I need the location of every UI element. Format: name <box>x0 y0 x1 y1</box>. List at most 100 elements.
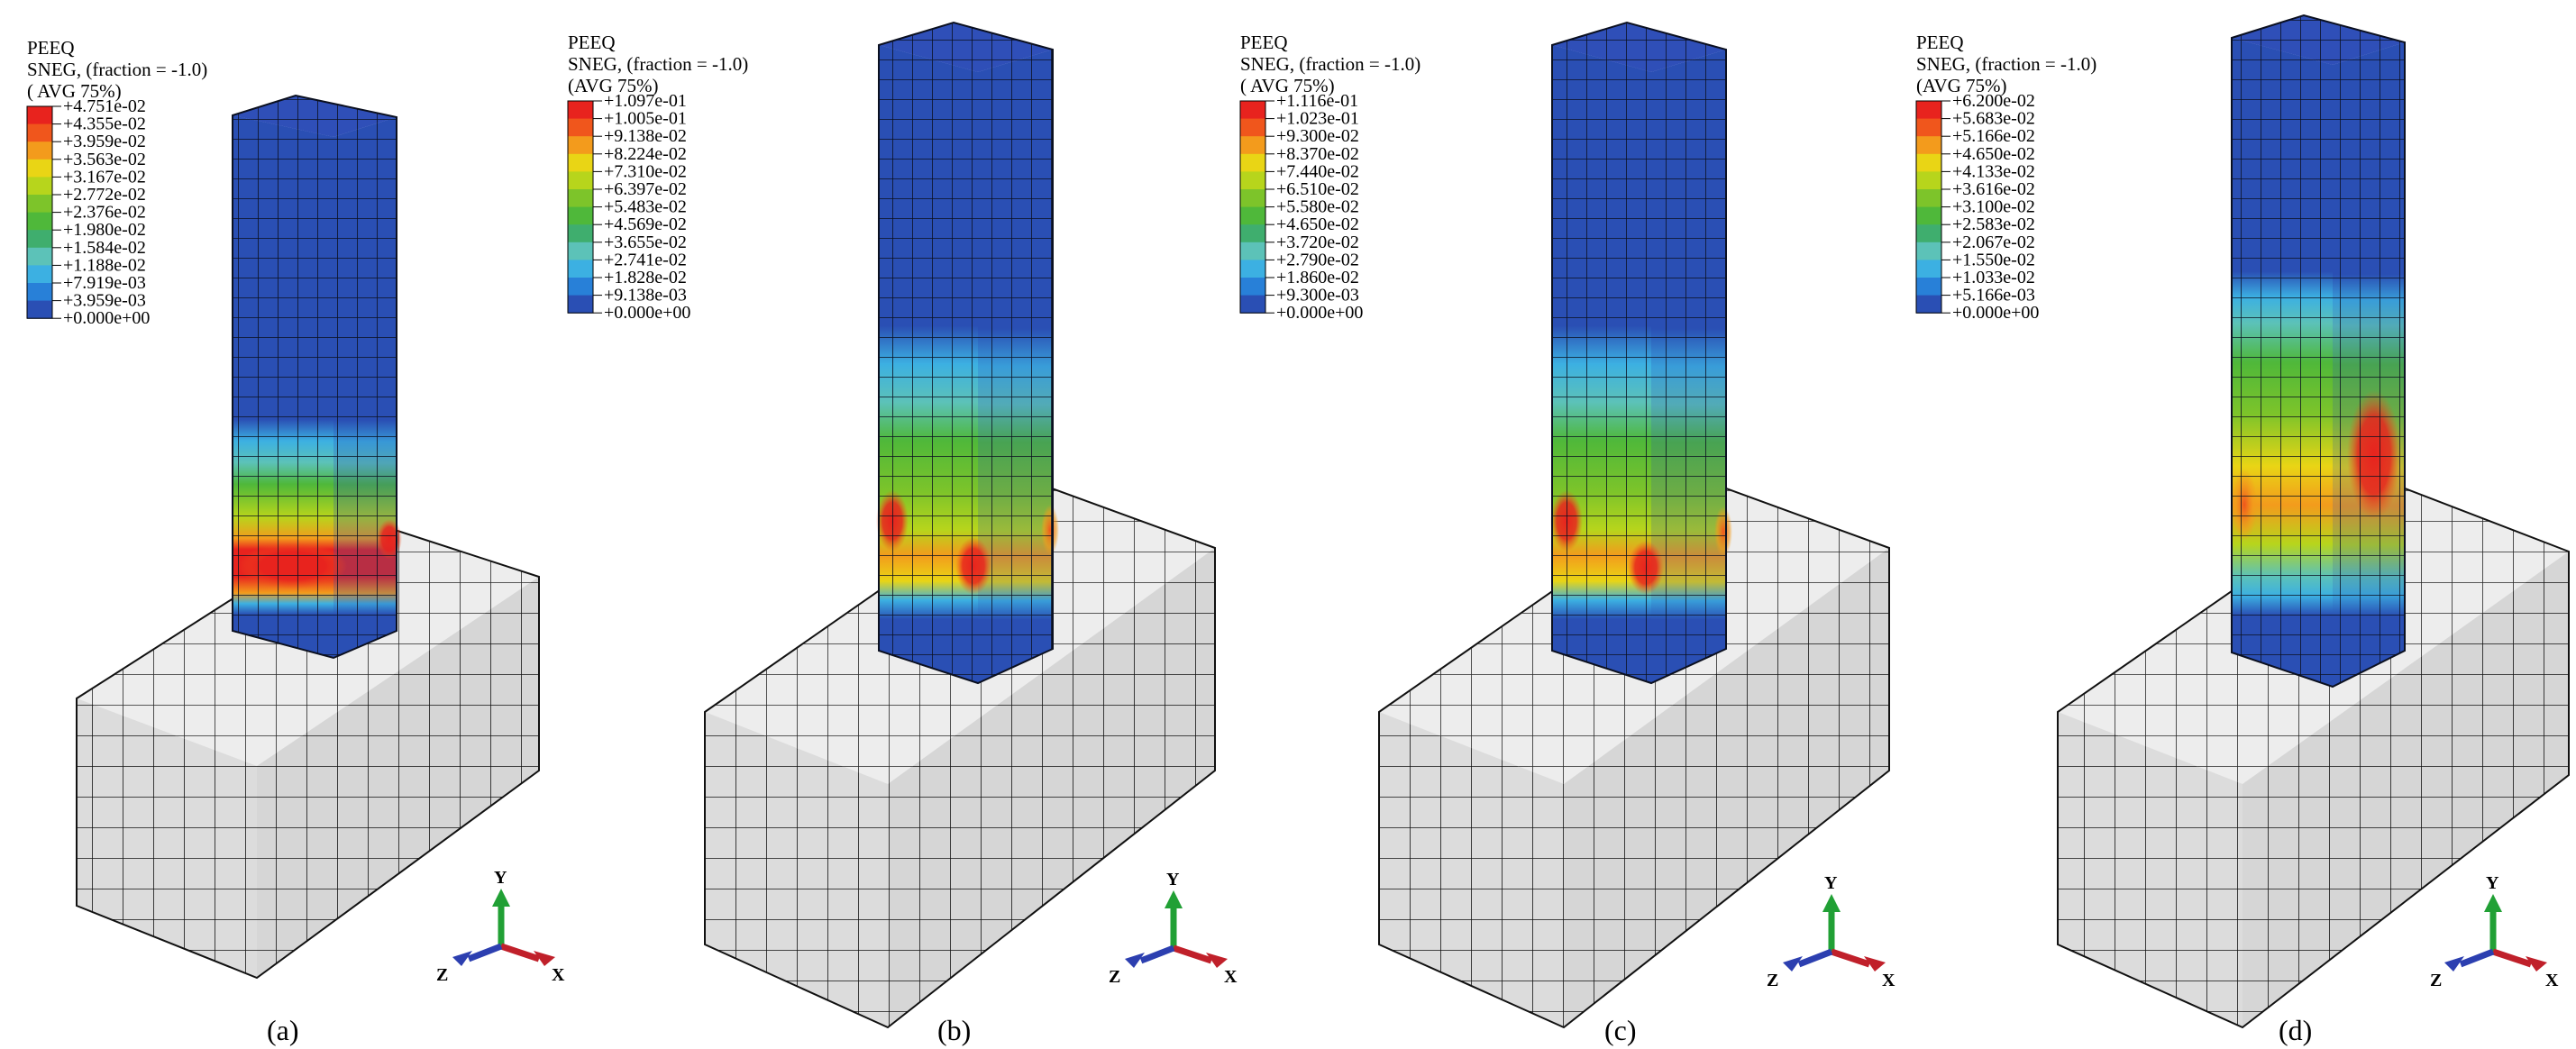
legend-variable: PEEQ <box>27 37 75 59</box>
column <box>2231 14 2406 689</box>
legend-section: SNEG, (fraction = -1.0) <box>1916 53 2096 75</box>
legend-section: SNEG, (fraction = -1.0) <box>568 53 748 75</box>
legend-section: SNEG, (fraction = -1.0) <box>1240 53 1420 75</box>
legend-value: +9.300e-02 <box>1276 126 1359 146</box>
legend-value: +3.959e-02 <box>63 132 146 151</box>
legend-swatch <box>27 230 52 249</box>
legend-swatch <box>1916 189 1941 208</box>
column <box>876 21 1059 685</box>
legend-swatch <box>1916 242 1941 260</box>
legend-values: +6.200e-02+5.683e-02+5.166e-02+4.650e-02… <box>1941 91 2039 323</box>
legend-value: +1.860e-02 <box>1276 268 1359 287</box>
legend-value: +9.300e-03 <box>1276 286 1359 306</box>
legend-value: +4.355e-02 <box>63 114 146 134</box>
axis-triad: Y Z X <box>436 868 565 985</box>
legend-swatch <box>1240 260 1265 278</box>
legend-values: +4.751e-02+4.355e-02+3.959e-02+3.563e-02… <box>52 96 150 328</box>
legend-value: +2.583e-02 <box>1952 214 2035 234</box>
legend-swatch <box>27 141 52 160</box>
legend-value: +7.310e-02 <box>604 161 687 181</box>
legend-swatch <box>568 206 593 225</box>
panel-caption: (c) <box>1604 1014 1637 1046</box>
legend-value: +0.000e+00 <box>63 308 150 328</box>
legend-value: +2.790e-02 <box>1276 250 1359 269</box>
legend-averaging: ( AVG 75%) <box>27 80 122 102</box>
legend-swatch <box>568 295 593 314</box>
legend-averaging: ( AVG 75%) <box>1240 75 1335 96</box>
legend-averaging: (AVG 75%) <box>1916 75 2007 96</box>
axis-x-label: X <box>1224 967 1238 987</box>
legend-value: +1.033e-02 <box>1952 268 2035 287</box>
legend-value: +1.005e-01 <box>604 109 687 129</box>
axis-z-label: Z <box>2430 971 2442 990</box>
legend-value: +4.751e-02 <box>63 96 146 116</box>
column <box>1550 21 1732 685</box>
legend-value: +0.000e+00 <box>1952 303 2039 323</box>
legend-value: +4.650e-02 <box>1276 214 1359 234</box>
legend-value: +8.224e-02 <box>604 144 687 164</box>
legend-swatch <box>1240 242 1265 260</box>
axis-z-label: Z <box>1109 967 1120 987</box>
legend-swatch <box>1240 224 1265 243</box>
legend-swatch <box>568 101 593 120</box>
legend-value: +2.772e-02 <box>63 185 146 205</box>
legend-swatch <box>1916 224 1941 243</box>
axis-x-label: X <box>552 965 565 985</box>
legend-swatch <box>568 118 593 137</box>
legend-value: +1.980e-02 <box>63 220 146 240</box>
legend-swatch <box>1916 118 1941 137</box>
legend-swatch <box>1240 189 1265 208</box>
legend-value: +9.138e-03 <box>604 286 687 306</box>
legend-swatch <box>1916 278 1941 296</box>
legend-value: +4.650e-02 <box>1952 144 2035 164</box>
legend-values: +1.116e-01+1.023e-01+9.300e-02+8.370e-02… <box>1265 91 1363 323</box>
legend-swatch <box>568 224 593 243</box>
legend-swatch <box>1240 101 1265 120</box>
legend-swatch <box>27 106 52 125</box>
legend-value: +4.133e-02 <box>1952 161 2035 181</box>
panel-b: PEEQ SNEG, (fraction = -1.0) (AVG 75%) +… <box>567 21 1238 1046</box>
legend-swatch <box>1240 118 1265 137</box>
legend-value: +1.188e-02 <box>63 255 146 275</box>
legend-value: +5.166e-02 <box>1952 126 2035 146</box>
legend-variable: PEEQ <box>568 32 616 53</box>
legend-value: +5.580e-02 <box>1276 197 1359 217</box>
legend-value: +1.550e-02 <box>1952 250 2035 269</box>
legend-value: +5.683e-02 <box>1952 109 2035 129</box>
legend-averaging: (AVG 75%) <box>568 75 659 96</box>
legend-value: +3.720e-02 <box>1276 233 1359 252</box>
legend-swatch <box>1240 136 1265 155</box>
legend-values: +1.097e-01+1.005e-01+9.138e-02+8.224e-02… <box>593 91 690 323</box>
legend-swatch <box>27 283 52 302</box>
axis-y-label: Y <box>1166 870 1180 889</box>
axis-z-label: Z <box>1767 971 1778 990</box>
axis-y-label: Y <box>1824 873 1838 893</box>
contour-legend: PEEQ SNEG, (fraction = -1.0) (AVG 75%) +… <box>1915 32 2096 323</box>
legend-value: +1.023e-01 <box>1276 109 1359 129</box>
column <box>232 94 402 660</box>
legend-swatch <box>1916 171 1941 190</box>
axis-triad: Y Z X <box>1109 870 1238 987</box>
axis-triad: Y Z X <box>2430 873 2559 990</box>
legend-value: +7.440e-02 <box>1276 161 1359 181</box>
legend-swatch <box>568 153 593 172</box>
legend-swatches <box>567 100 594 314</box>
legend-value: +9.138e-02 <box>604 126 687 146</box>
legend-swatch <box>27 177 52 196</box>
legend-swatch <box>1916 206 1941 225</box>
legend-value: +6.397e-02 <box>604 179 687 199</box>
legend-swatch <box>1240 153 1265 172</box>
legend-value: +0.000e+00 <box>604 303 690 323</box>
legend-swatch <box>568 278 593 296</box>
legend-value: +3.167e-02 <box>63 167 146 187</box>
axis-z-label: Z <box>436 965 448 985</box>
legend-section: SNEG, (fraction = -1.0) <box>27 59 207 80</box>
legend-value: +8.370e-02 <box>1276 144 1359 164</box>
legend-swatch <box>27 247 52 266</box>
legend-swatch <box>1916 101 1941 120</box>
legend-value: +1.116e-01 <box>1276 91 1358 111</box>
legend-swatch <box>568 260 593 278</box>
contour-legend: PEEQ SNEG, (fraction = -1.0) (AVG 75%) +… <box>567 32 748 323</box>
legend-value: +6.200e-02 <box>1952 91 2035 111</box>
